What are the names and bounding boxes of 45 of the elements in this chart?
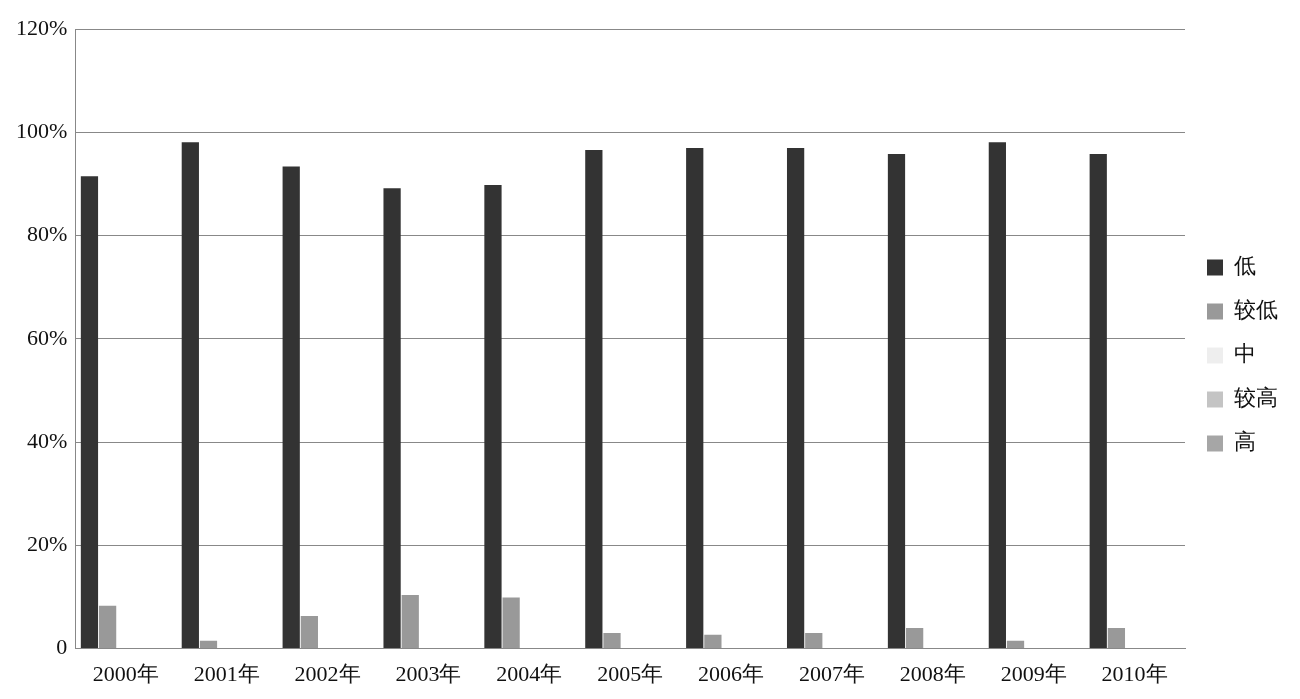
bar xyxy=(1089,154,1107,649)
bar xyxy=(1006,640,1025,649)
x-tick-label: 2008年 xyxy=(899,660,966,686)
x-tick-label: 2002年 xyxy=(294,660,361,686)
bar xyxy=(484,185,502,649)
y-tick-label: 40% xyxy=(27,427,68,453)
bar xyxy=(906,627,924,649)
x-tick-label: 2004年 xyxy=(496,660,563,686)
bar xyxy=(199,640,218,649)
bar xyxy=(1107,627,1126,649)
x-tick-label: 2005年 xyxy=(597,660,664,686)
bar xyxy=(383,188,401,649)
y-tick-label: 20% xyxy=(27,531,68,557)
y-tick-label: 0 xyxy=(56,634,68,660)
bar xyxy=(502,597,520,649)
x-tick-label: 2007年 xyxy=(798,660,865,686)
legend-label: 较低 xyxy=(1234,297,1278,323)
legend-label: 中 xyxy=(1234,341,1256,367)
legend-label: 高 xyxy=(1234,429,1256,455)
bar xyxy=(805,633,823,649)
legend-label: 低 xyxy=(1234,253,1256,279)
bar xyxy=(181,142,199,649)
bar xyxy=(300,616,318,649)
bar xyxy=(585,149,603,649)
y-tick-label: 100% xyxy=(16,118,68,144)
bar xyxy=(887,154,906,649)
bar xyxy=(80,176,99,649)
y-tick-label: 80% xyxy=(27,221,68,247)
bar xyxy=(786,147,805,649)
bar xyxy=(401,594,419,649)
bar xyxy=(603,633,621,649)
y-tick-label: 60% xyxy=(27,324,68,350)
x-tick-label: 2001年 xyxy=(193,660,260,686)
x-tick-label: 2009年 xyxy=(1000,660,1067,686)
x-tick-label: 2000年 xyxy=(92,660,159,686)
x-tick-label: 2010年 xyxy=(1101,660,1168,686)
x-tick-label: 2006年 xyxy=(698,660,765,686)
bar xyxy=(704,634,722,649)
y-tick-label: 120% xyxy=(16,14,68,40)
bar xyxy=(98,605,117,649)
legend-label: 较高 xyxy=(1234,385,1278,411)
x-tick-label: 2003年 xyxy=(395,660,462,686)
bar xyxy=(282,166,300,649)
bar xyxy=(988,142,1006,649)
bar xyxy=(686,147,704,649)
